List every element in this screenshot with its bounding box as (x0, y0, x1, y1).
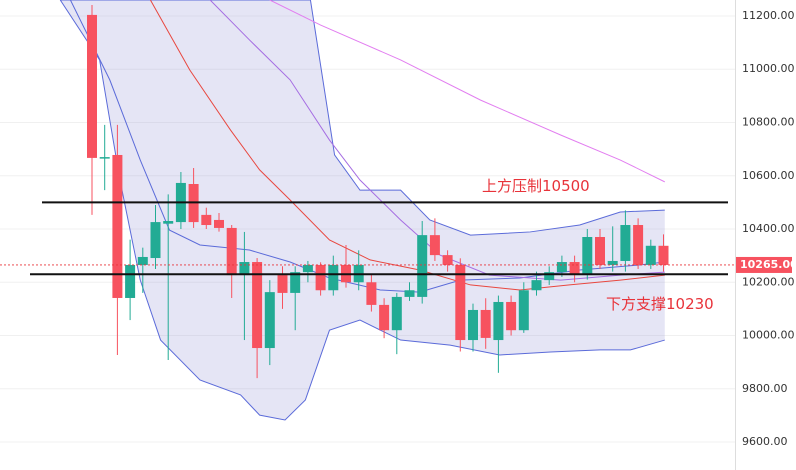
band-upper (60, 0, 665, 236)
y-tick-label: 10600.00 (742, 169, 795, 182)
candle-body (163, 221, 174, 224)
y-tick-label: 10800.00 (742, 115, 795, 128)
candle-body (633, 225, 644, 265)
candle-body (607, 260, 618, 265)
candle-body (556, 262, 567, 273)
level-label: 上方压制10500 (482, 177, 590, 195)
candle-body (328, 264, 339, 291)
candle-body (379, 304, 390, 331)
candle-body (404, 290, 415, 297)
candle-body (391, 296, 402, 331)
candle-body (429, 235, 440, 256)
candle-body (620, 225, 631, 261)
candle-body (315, 264, 326, 291)
candle-body (455, 264, 466, 341)
candle-body (595, 236, 605, 265)
candle-body (468, 309, 478, 341)
y-tick-label: 11000.00 (742, 62, 795, 75)
candle-body (277, 275, 288, 293)
candle-body (531, 280, 542, 291)
candle-body (201, 214, 212, 226)
ma-line (149, 0, 665, 291)
candle-body (493, 301, 504, 341)
last-price-box (736, 256, 792, 273)
level-label: 下方支撑10230 (606, 295, 714, 313)
candle-body (417, 235, 428, 297)
candle-body (645, 245, 656, 265)
candle-body (302, 264, 313, 273)
candle-body (150, 222, 161, 259)
candle-body (226, 227, 237, 276)
y-tick-label: 10200.00 (742, 275, 795, 288)
y-tick-label: 9800.00 (742, 382, 788, 395)
candle-body (518, 290, 529, 331)
candle-body (137, 256, 148, 265)
plot-area: 上方压制10500 下方支撑10230 (0, 0, 735, 421)
candle-body (264, 292, 275, 349)
candle-body (239, 262, 250, 276)
last-price-label: 10265.00 (740, 258, 796, 271)
candle-body (506, 301, 517, 331)
ma-line (269, 0, 665, 183)
band-fill (60, 0, 665, 420)
candle-body (214, 219, 224, 228)
candle-body (480, 309, 491, 338)
candle-body (112, 154, 123, 298)
candle-body (658, 245, 669, 265)
y-tick-label: 10000.00 (742, 329, 795, 342)
candle-body (87, 14, 97, 158)
grid (0, 15, 735, 443)
candle-body (99, 157, 110, 159)
candle-body (544, 272, 555, 281)
candle-body (252, 262, 263, 349)
candle-body (442, 255, 453, 265)
band-lower (59, 0, 665, 421)
candle-body (290, 272, 301, 293)
candle-body (366, 282, 377, 305)
y-tick-label: 9600.00 (742, 435, 788, 448)
price-axis: 9600.00 9800.00 10000.00 10200.00 10400.00 10… (736, 9, 796, 448)
candle-body (582, 236, 593, 276)
candle-body (569, 262, 580, 276)
candle-body (125, 264, 136, 298)
y-tick-label: 11200.00 (742, 9, 795, 22)
ma-line (209, 0, 665, 281)
y-tick-label: 10400.00 (742, 222, 795, 235)
